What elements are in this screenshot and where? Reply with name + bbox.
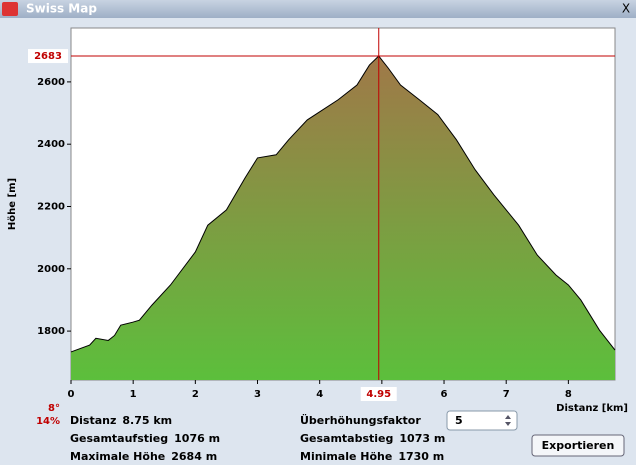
x-tick-label: 6 [441, 389, 448, 400]
x-tick-label: 8 [565, 389, 572, 400]
stat-value: 1073 m [399, 432, 445, 445]
y-tick-label: 2200 [37, 201, 65, 212]
y-axis-label: Höhe [m] [7, 178, 18, 230]
app-icon [2, 2, 18, 16]
export-button-label[interactable]: Exportieren [542, 439, 615, 452]
title-bar [0, 0, 636, 18]
stat-label: Distanz [70, 414, 116, 427]
elevation-line [70, 55, 616, 353]
cursor-x-label: 4.95 [366, 389, 391, 400]
x-tick-label: 3 [254, 389, 261, 400]
factor-spinner[interactable] [446, 410, 518, 431]
y-tick-label: 2000 [37, 264, 65, 275]
stat-value: 1076 m [174, 432, 220, 445]
window-title: Swiss Map [26, 2, 97, 16]
x-tick-label: 0 [68, 389, 75, 400]
y-tick-label: 1800 [37, 326, 65, 337]
stat-label: Gesamtaufstieg [70, 432, 168, 445]
stat-label: Überhöhungsfaktor [300, 413, 421, 427]
stat-label: Minimale Höhe [300, 450, 392, 463]
y-tick-label: 2600 [37, 77, 65, 88]
stat-value: 2684 m [171, 450, 217, 463]
stat-label: Gesamtabstieg [300, 432, 393, 445]
x-tick-label: 4 [316, 389, 323, 400]
cursor-x-box [360, 387, 397, 401]
export-button[interactable] [531, 434, 625, 457]
x-axis-label: Distanz [km] [556, 403, 628, 414]
spinner-arrows [505, 415, 511, 426]
stat-value: 8.75 km [122, 414, 172, 427]
x-tick-label: 7 [503, 389, 510, 400]
stat-value: 1730 m [398, 450, 444, 463]
slope-percent: 14% [36, 416, 60, 427]
slope-degrees: 8° [48, 403, 60, 414]
stat-label: Maximale Höhe [70, 450, 165, 463]
close-button[interactable]: X [622, 2, 630, 16]
cursor-y-box [28, 49, 68, 64]
elevation-area [71, 56, 615, 380]
x-tick-label: 1 [130, 389, 137, 400]
y-tick-label: 2400 [37, 139, 65, 150]
x-tick-label: 2 [192, 389, 199, 400]
cursor-y-label: 2683 [34, 51, 62, 62]
stat-value: 5 [455, 414, 463, 427]
